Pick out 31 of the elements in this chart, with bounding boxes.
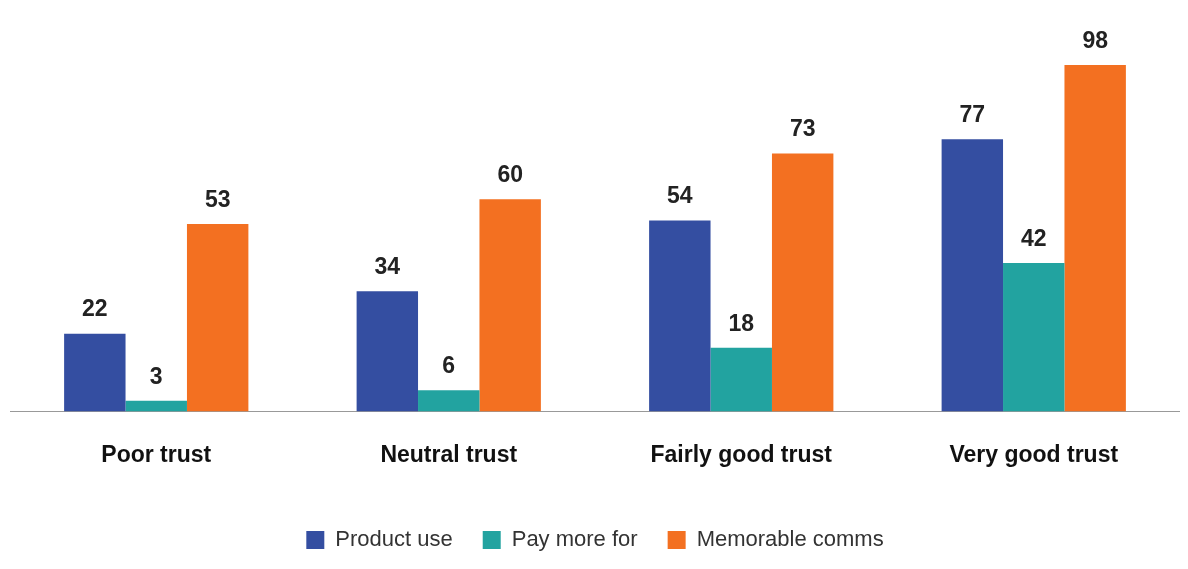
bar [941,139,1004,412]
bar [1003,262,1065,412]
data-label: 60 [497,161,523,188]
legend-label: Memorable comms [696,526,884,552]
data-label: 34 [374,253,401,280]
data-label: 77 [959,101,986,128]
data-label: 3 [149,362,163,389]
bar [710,347,772,412]
bar [186,224,249,412]
bar [64,333,126,412]
data-label: 42 [1020,224,1047,251]
data-label: 18 [728,309,755,336]
x-tick-label: Poor trust [101,440,212,467]
x-tick-label: Fairly good trust [650,440,833,467]
data-label: 73 [789,115,816,142]
legend-label: Pay more for [511,526,638,552]
bar [771,153,834,412]
data-label: 6 [442,352,456,379]
bar [479,199,541,412]
legend-label: Product use [335,526,453,552]
data-label: 53 [204,185,231,212]
bar [356,291,419,412]
data-label: 54 [667,182,693,209]
x-tick-label: Very good trust [949,440,1119,467]
bar [649,220,711,412]
bar [1064,65,1126,412]
bar [418,390,480,412]
data-label: 98 [1082,26,1109,53]
x-tick-label: Neutral trust [380,440,518,467]
data-label: 22 [82,295,108,322]
bar [125,400,187,412]
